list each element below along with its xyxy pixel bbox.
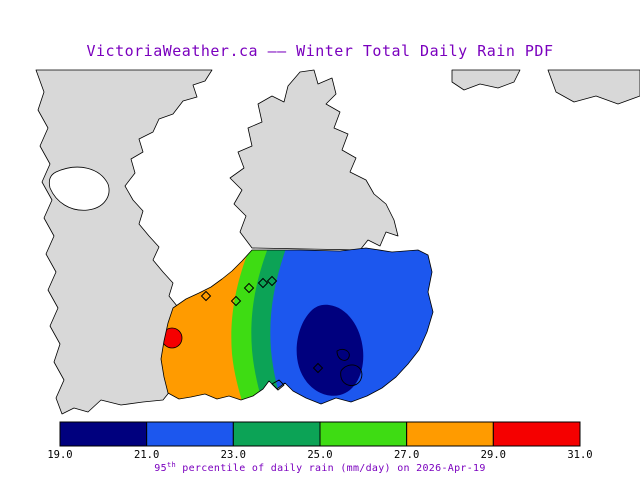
colorbar-segment-29-31 [492, 421, 581, 447]
colorbar-tick: 23.0 [221, 449, 246, 461]
colorbar-segment-21-23 [146, 421, 234, 447]
station-marker-icon [200, 290, 212, 302]
station-marker-icon [312, 362, 324, 374]
station-marker-icon [230, 295, 242, 307]
inlet-water [48, 166, 110, 211]
colorbar-tick: 25.0 [307, 449, 332, 461]
colorbar-tick: 19.0 [47, 449, 72, 461]
colorbar-tick: 31.0 [567, 449, 592, 461]
colorbar-caption: 95th percentile of daily rain (mm/day) o… [154, 461, 485, 474]
land-peninsula [229, 69, 399, 251]
lake-outline-1 [336, 348, 350, 361]
station-marker-icon [243, 282, 255, 294]
caption-rest: percentile of daily rain (mm/day) on 202… [176, 463, 486, 474]
region-coastline [160, 247, 434, 405]
lake-outline-2 [340, 364, 363, 386]
colorbar-segment-19-21 [59, 421, 148, 447]
colorbar: 19.0 21.0 23.0 25.0 27.0 29.0 31.0 [47, 421, 593, 461]
colorbar-segment-25-27 [319, 421, 408, 447]
station-marker-icon [266, 275, 278, 287]
page-title: VictoriaWeather.ca —— Winter Total Daily… [86, 42, 553, 60]
station-marker-icon [257, 277, 269, 289]
caption-superscript: th [167, 461, 176, 469]
station-markers [200, 275, 324, 374]
colorbar-tick: 21.0 [134, 449, 159, 461]
colorbar-tick: 29.0 [481, 449, 506, 461]
island-north-2 [547, 69, 640, 105]
colorbar-segment-27-29 [406, 421, 494, 447]
caption-prefix: 95 [154, 463, 167, 474]
contour-core-navy-19-21 [296, 304, 364, 396]
colorbar-tick: 27.0 [394, 449, 419, 461]
island-north-1 [451, 69, 521, 91]
colorbar-segment-23-25 [232, 421, 321, 447]
